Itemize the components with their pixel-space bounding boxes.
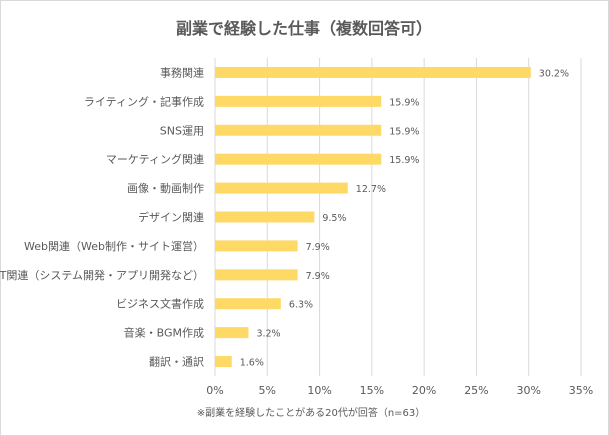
- data-label: 3.2%: [256, 329, 280, 340]
- data-label: 1.6%: [240, 358, 264, 369]
- data-label: 30.2%: [539, 68, 569, 79]
- chart-title: 副業で経験した仕事（複数回答可）: [176, 19, 432, 38]
- x-tick-label: 10%: [307, 384, 331, 397]
- bar: [215, 95, 382, 107]
- bar: [215, 124, 382, 136]
- category-label: 事務関連: [160, 65, 204, 79]
- bar: [215, 211, 315, 223]
- bar: [215, 240, 298, 252]
- data-label: 15.9%: [389, 155, 419, 166]
- category-label: 音楽・BGM作成: [124, 326, 204, 340]
- category-label: SNS運用: [160, 124, 204, 137]
- bar: [215, 66, 531, 78]
- x-tick-label: 35%: [569, 384, 593, 397]
- bar: [215, 356, 232, 368]
- data-label: 15.9%: [389, 97, 419, 108]
- data-label: 15.9%: [389, 126, 419, 137]
- x-tick-label: 20%: [412, 384, 436, 397]
- category-label: ライティング・記事作成: [84, 94, 204, 108]
- category-label: 画像・動画制作: [127, 181, 204, 195]
- category-label: デザイン関連: [138, 210, 204, 224]
- x-tick-label: 25%: [464, 384, 488, 397]
- bar: [215, 153, 382, 165]
- chart-note: ※副業を経験したことがある20代が回答（n=63）: [197, 406, 426, 419]
- category-label: マーケティング関連: [106, 152, 204, 166]
- bar: [215, 182, 348, 194]
- x-tick-label: 30%: [516, 384, 540, 397]
- x-tick-label: 0%: [206, 384, 223, 397]
- data-label: 9.5%: [322, 213, 346, 224]
- bar: [215, 269, 298, 281]
- data-label: 7.9%: [306, 242, 330, 253]
- x-tick-label: 5%: [259, 384, 276, 397]
- category-label: ビジネス文書作成: [116, 297, 204, 311]
- bar: [215, 298, 281, 310]
- data-label: 7.9%: [306, 271, 330, 282]
- data-label: 12.7%: [356, 184, 386, 195]
- data-label: 6.3%: [289, 300, 313, 311]
- category-label: 翻訳・通訳: [149, 355, 204, 369]
- bar: [215, 327, 249, 339]
- x-tick-label: 15%: [360, 384, 384, 397]
- category-label: IT関連（システム開発・アプリ開発など）: [0, 268, 204, 282]
- category-label: Web関連（Web制作・サイト運営）: [24, 239, 204, 253]
